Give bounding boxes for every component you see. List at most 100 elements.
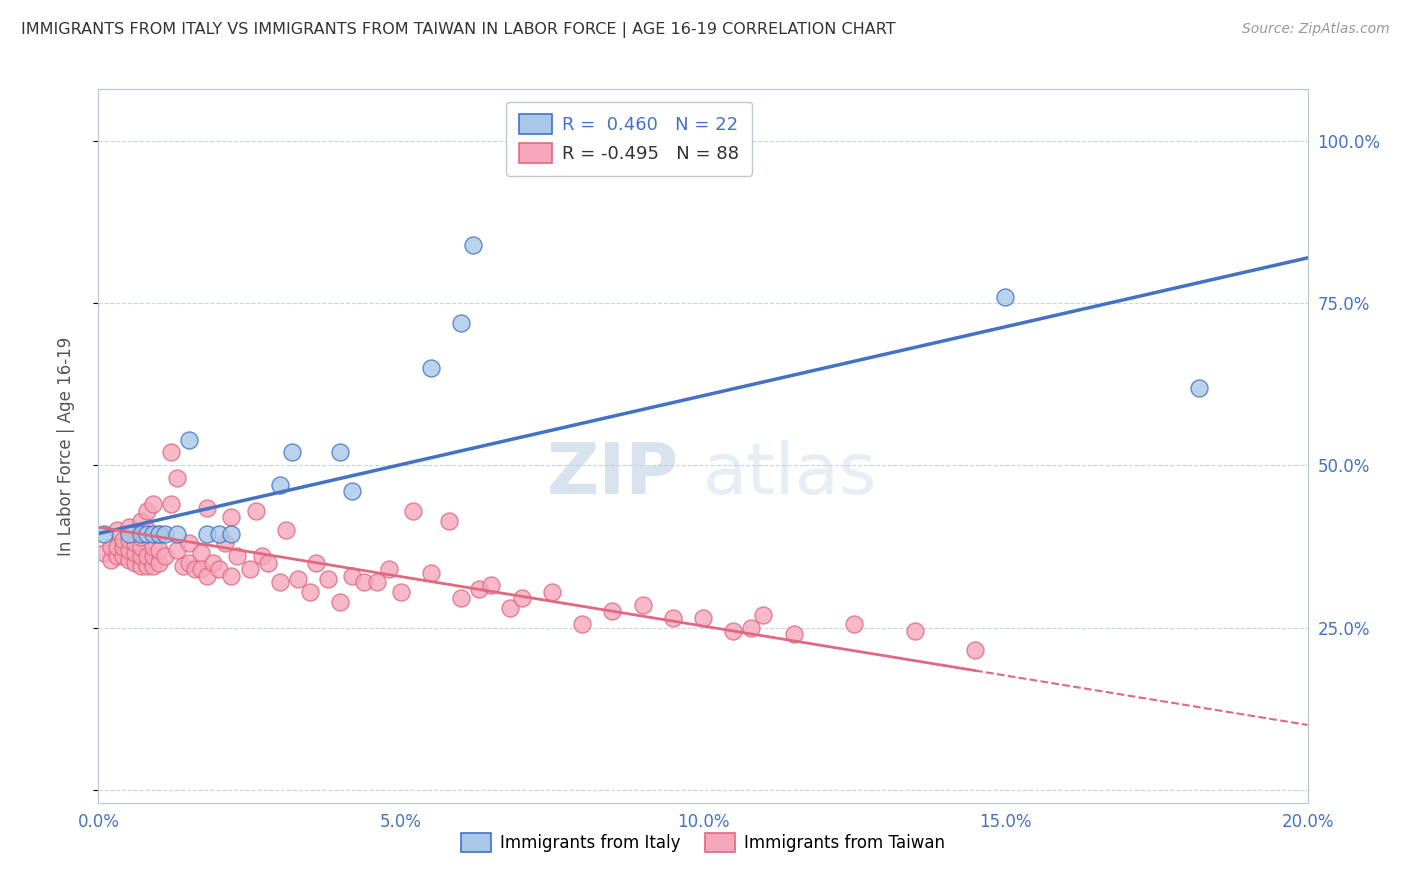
- Point: [281, 445, 304, 459]
- Point: [129, 514, 152, 528]
- Point: [353, 575, 375, 590]
- Point: [118, 552, 141, 566]
- Point: [118, 542, 141, 557]
- Text: Source: ZipAtlas.com: Source: ZipAtlas.com: [1241, 22, 1389, 37]
- Point: [129, 526, 152, 541]
- Point: [329, 595, 352, 609]
- Point: [269, 575, 291, 590]
- Point: [118, 526, 141, 541]
- Point: [160, 445, 183, 459]
- Point: [129, 549, 152, 564]
- Point: [631, 598, 654, 612]
- Point: [184, 562, 207, 576]
- Point: [135, 504, 157, 518]
- Point: [287, 572, 309, 586]
- Point: [661, 611, 683, 625]
- Point: [93, 546, 115, 560]
- Point: [844, 617, 866, 632]
- Point: [904, 624, 927, 638]
- Point: [100, 552, 122, 566]
- Point: [148, 526, 170, 541]
- Point: [135, 549, 157, 564]
- Point: [142, 549, 165, 564]
- Point: [148, 526, 170, 541]
- Point: [195, 526, 218, 541]
- Point: [366, 575, 388, 590]
- Point: [179, 536, 201, 550]
- Point: [124, 546, 146, 560]
- Point: [316, 572, 339, 586]
- Point: [208, 526, 231, 541]
- Point: [377, 562, 399, 576]
- Point: [166, 471, 188, 485]
- Point: [571, 617, 593, 632]
- Text: ZIP: ZIP: [547, 440, 679, 509]
- Point: [498, 601, 520, 615]
- Point: [148, 542, 170, 557]
- Point: [540, 585, 562, 599]
- Point: [190, 562, 212, 576]
- Point: [118, 533, 141, 547]
- Point: [111, 549, 134, 564]
- Point: [172, 559, 194, 574]
- Point: [329, 445, 352, 459]
- Point: [463, 238, 485, 252]
- Point: [105, 540, 128, 554]
- Point: [389, 585, 412, 599]
- Point: [118, 520, 141, 534]
- Point: [269, 478, 291, 492]
- Point: [124, 556, 146, 570]
- Point: [142, 526, 165, 541]
- Point: [148, 556, 170, 570]
- Point: [740, 621, 762, 635]
- Point: [195, 500, 218, 515]
- Point: [105, 524, 128, 538]
- Point: [437, 514, 460, 528]
- Point: [274, 524, 297, 538]
- Point: [105, 549, 128, 564]
- Point: [221, 510, 243, 524]
- Point: [221, 526, 243, 541]
- Point: [100, 540, 122, 554]
- Point: [602, 604, 624, 618]
- Point: [420, 361, 443, 376]
- Point: [619, 140, 641, 154]
- Point: [135, 559, 157, 574]
- Point: [1188, 381, 1211, 395]
- Point: [245, 504, 267, 518]
- Point: [342, 568, 364, 582]
- Point: [124, 536, 146, 550]
- Point: [692, 611, 714, 625]
- Point: [481, 578, 503, 592]
- Text: IMMIGRANTS FROM ITALY VS IMMIGRANTS FROM TAIWAN IN LABOR FORCE | AGE 16-19 CORRE: IMMIGRANTS FROM ITALY VS IMMIGRANTS FROM…: [21, 22, 896, 38]
- Text: atlas: atlas: [703, 440, 877, 509]
- Point: [342, 484, 364, 499]
- Point: [468, 582, 491, 596]
- Point: [179, 556, 201, 570]
- Legend: Immigrants from Italy, Immigrants from Taiwan: Immigrants from Italy, Immigrants from T…: [454, 827, 952, 859]
- Point: [450, 316, 472, 330]
- Point: [239, 562, 262, 576]
- Point: [510, 591, 533, 606]
- Point: [305, 556, 328, 570]
- Point: [723, 624, 745, 638]
- Point: [402, 504, 425, 518]
- Y-axis label: In Labor Force | Age 16-19: In Labor Force | Age 16-19: [56, 336, 75, 556]
- Point: [160, 497, 183, 511]
- Point: [111, 540, 134, 554]
- Point: [166, 526, 188, 541]
- Point: [179, 433, 201, 447]
- Point: [202, 556, 225, 570]
- Point: [994, 290, 1017, 304]
- Point: [142, 559, 165, 574]
- Point: [214, 536, 236, 550]
- Point: [221, 568, 243, 582]
- Point: [250, 549, 273, 564]
- Point: [111, 533, 134, 547]
- Point: [450, 591, 472, 606]
- Point: [208, 562, 231, 576]
- Point: [195, 568, 218, 582]
- Point: [166, 542, 188, 557]
- Point: [142, 540, 165, 554]
- Point: [190, 546, 212, 560]
